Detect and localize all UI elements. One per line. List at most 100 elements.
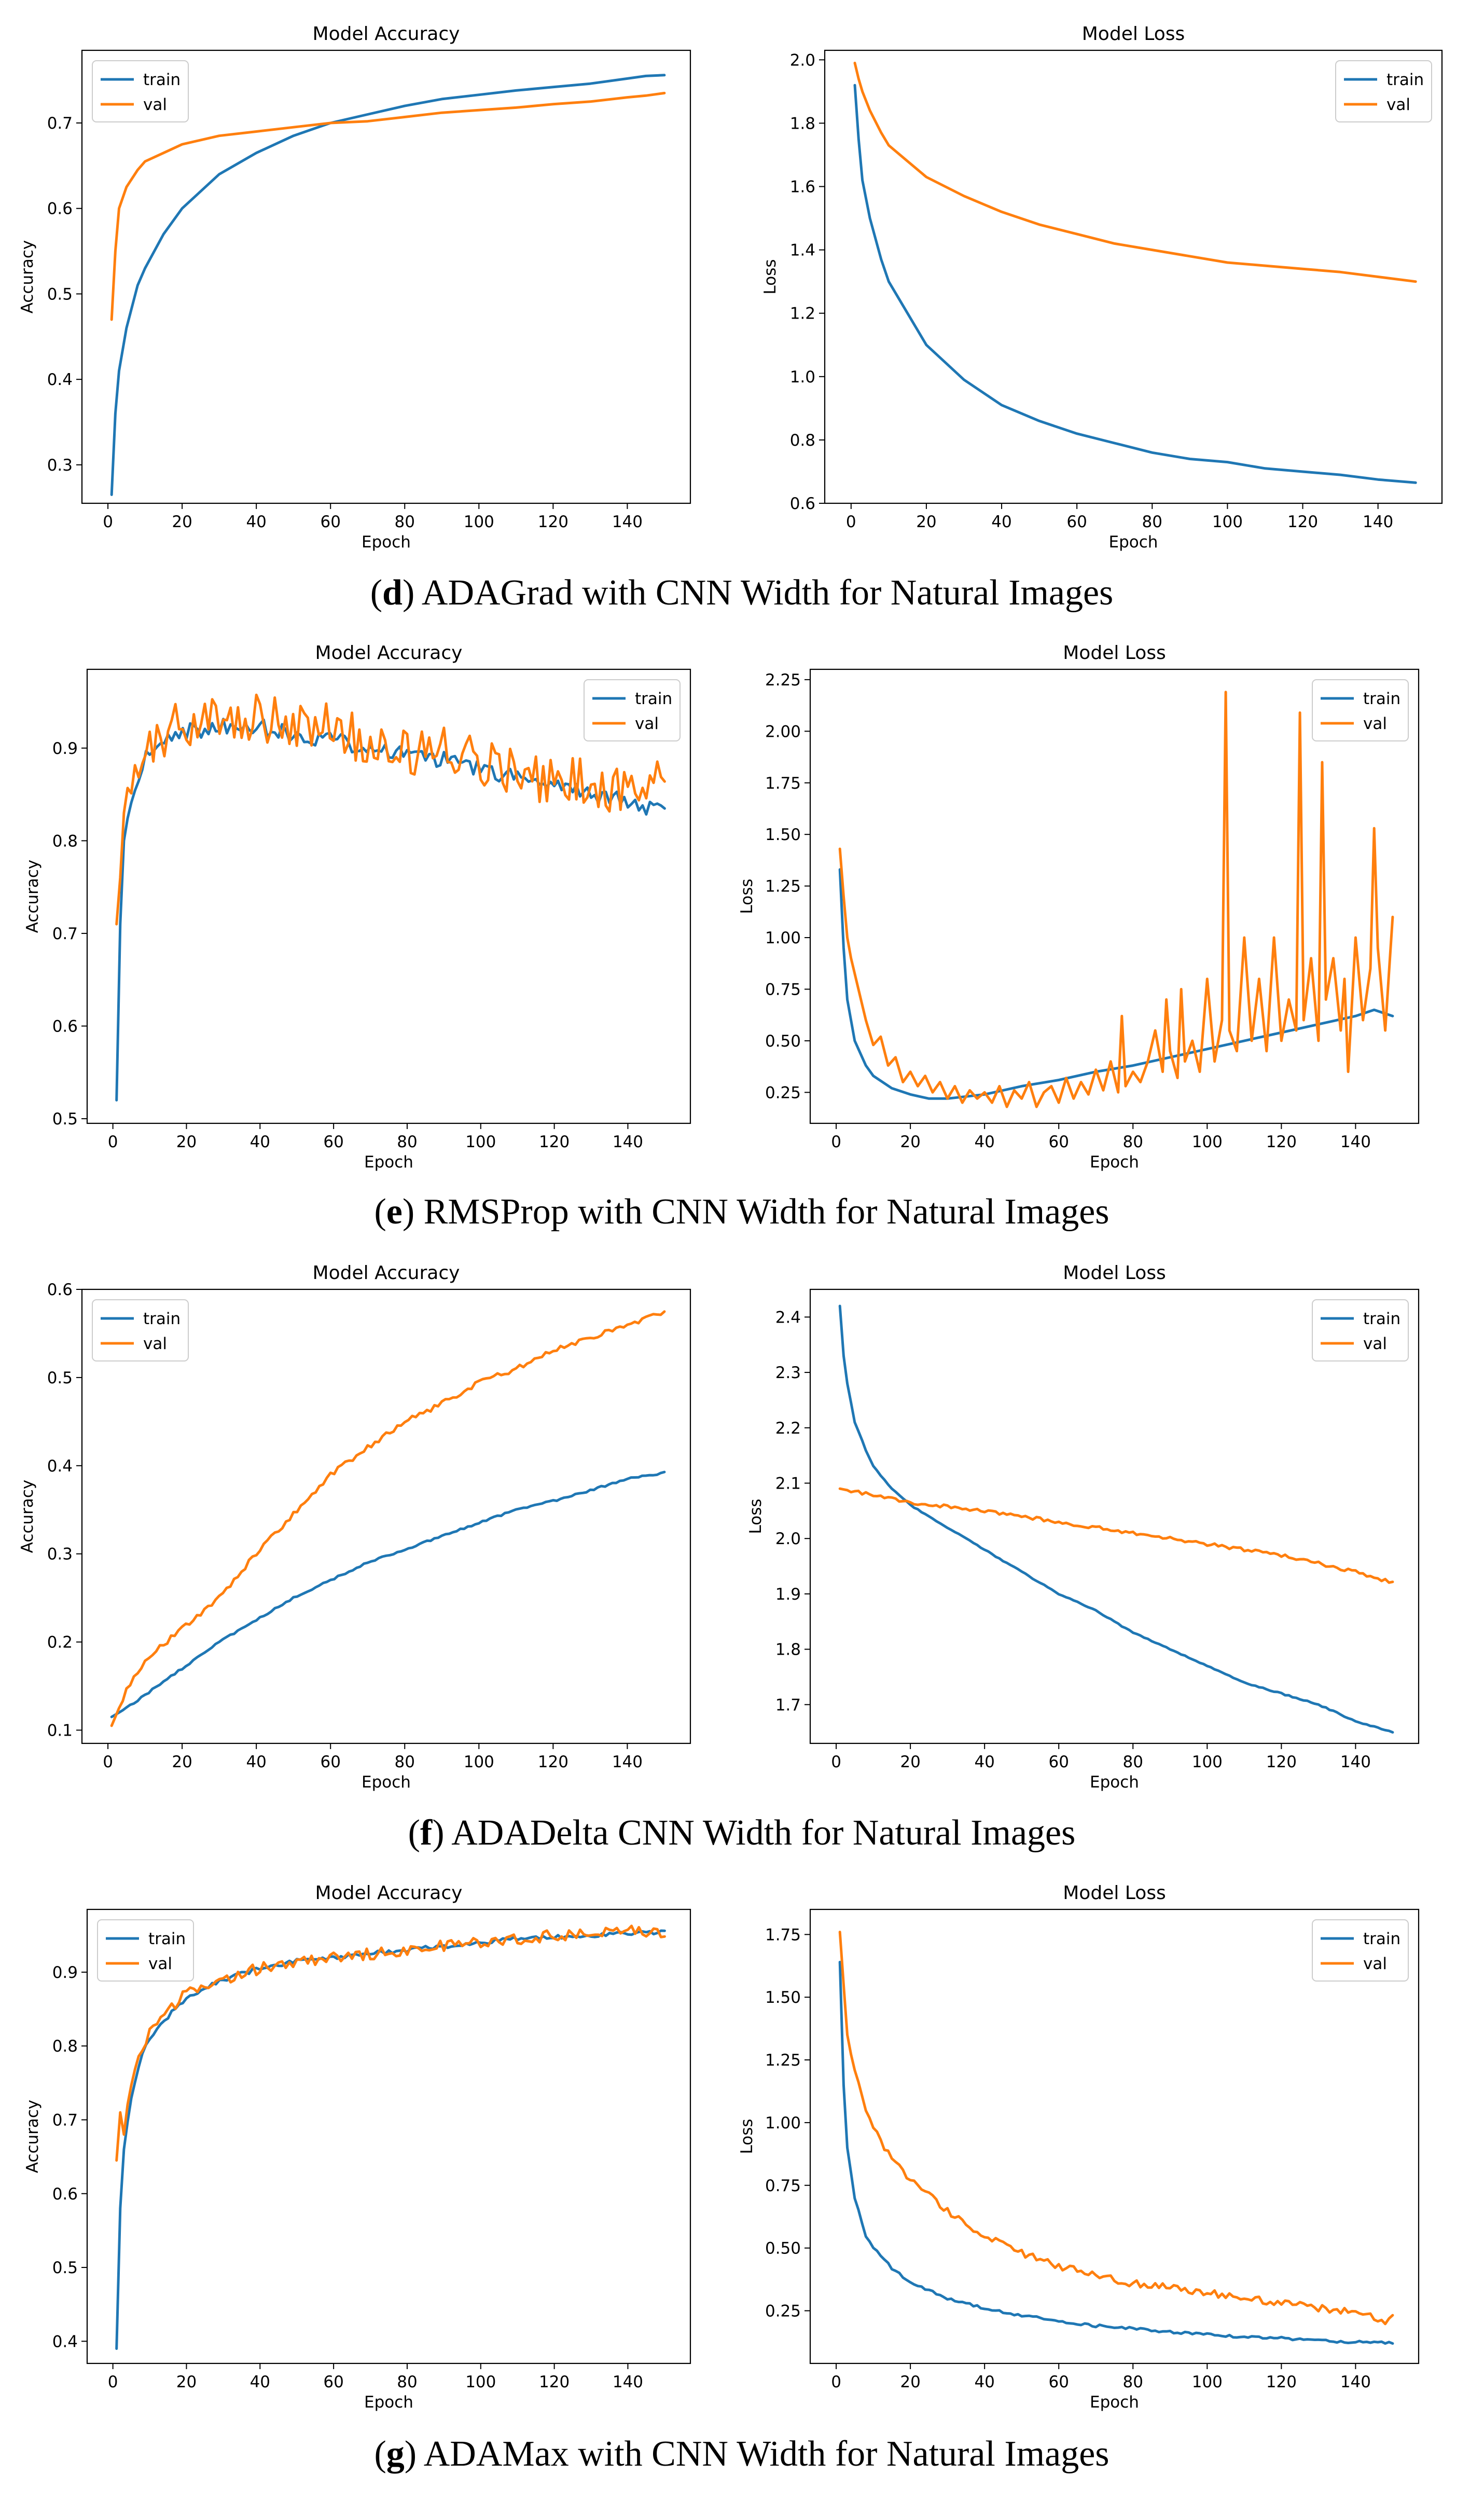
chart-title: Model Loss <box>1063 642 1166 664</box>
y-axis-label: Accuracy <box>18 240 37 314</box>
legend-label-val: val <box>143 1335 167 1353</box>
series-line-train <box>838 868 1394 1100</box>
x-tick-label: 140 <box>613 2373 643 2391</box>
x-tick-label: 20 <box>900 1133 920 1151</box>
legend-label-val: val <box>635 714 659 733</box>
chart-f-loss: Model Loss 0 20 40 60 80 100 120 140 1.7 1.8 1.9 2.0… <box>746 1262 1420 1792</box>
y-tick-label: 1.00 <box>765 2114 801 2133</box>
x-tick-label: 60 <box>1048 1133 1069 1151</box>
legend-label-train: train <box>1363 1310 1400 1328</box>
caption-letter: d <box>382 573 403 613</box>
series-line-val <box>838 1931 1394 2326</box>
axes-frame <box>86 1908 691 2364</box>
y-tick-label: 0.6 <box>52 1017 78 1036</box>
axes-frame <box>809 1908 1420 2364</box>
series-line-val <box>838 1487 1394 1584</box>
x-tick-label: 0 <box>108 2373 118 2391</box>
figure-caption-f: (f) ADADelta CNN Width for Natural Image… <box>408 1813 1076 1853</box>
chart-title: Model Accuracy <box>315 642 463 664</box>
legend-box <box>92 60 189 122</box>
y-tick-label: 0.6 <box>47 200 73 218</box>
x-tick-label: 40 <box>250 2373 270 2391</box>
x-tick-label: 140 <box>612 513 643 531</box>
y-tick-label: 0.7 <box>52 2111 78 2129</box>
legend: train val <box>92 60 189 122</box>
caption-text: ) ADADelta CNN Width for Natural Images <box>432 1813 1075 1853</box>
legend: train val <box>584 679 681 741</box>
legend-label-val: val <box>1363 1955 1387 1973</box>
legend: train val <box>1312 1299 1409 1361</box>
chart-e-loss: Model Loss 0 20 40 60 80 100 120 140 0.25 0.50 0.75… <box>738 642 1420 1172</box>
chart-title: Model Loss <box>1063 1262 1166 1284</box>
x-tick-label: 120 <box>1287 513 1318 531</box>
chart-d-loss: Model Loss 0 20 40 60 80 100 120 140 0.6 0.8 1.0 1.2… <box>761 23 1443 552</box>
legend-label-train: train <box>1363 1930 1400 1948</box>
x-tick-label: 0 <box>103 513 113 531</box>
x-tick-label: 20 <box>176 1133 197 1151</box>
y-tick-label: 1.6 <box>790 178 815 197</box>
y-tick-label: 1.7 <box>775 1696 801 1714</box>
y-tick-label: 0.7 <box>47 114 73 133</box>
x-tick-label: 60 <box>1048 2373 1069 2391</box>
y-tick-label: 2.4 <box>775 1308 801 1327</box>
y-tick-label: 0.5 <box>52 1110 78 1129</box>
y-tick-label: 1.8 <box>790 114 815 133</box>
x-tick-label: 60 <box>1066 513 1087 531</box>
y-axis-label: Loss <box>738 2119 756 2154</box>
x-tick-label: 20 <box>916 513 936 531</box>
chart-f-acc: Model Accuracy 0 20 40 60 80 100 120 140 0.1 0.2 0.… <box>18 1262 691 1792</box>
legend-label-train: train <box>148 1930 186 1948</box>
x-tick-label: 20 <box>172 1753 192 1771</box>
y-tick-label: 2.2 <box>775 1419 801 1438</box>
y-tick-label: 0.75 <box>765 2177 801 2195</box>
legend: train val <box>92 1299 189 1361</box>
y-tick-label: 2.3 <box>775 1364 801 1382</box>
legend-label-val: val <box>148 1955 172 1973</box>
x-tick-label: 20 <box>900 1753 920 1771</box>
x-tick-label: 80 <box>1123 1753 1143 1771</box>
y-tick-label: 2.0 <box>790 51 815 70</box>
caption-letter: e <box>386 1192 403 1232</box>
chart-title: Model Accuracy <box>313 23 460 45</box>
x-tick-label: 80 <box>1123 1133 1143 1151</box>
y-tick-label: 0.8 <box>52 2037 78 2056</box>
axes-frame <box>809 1288 1420 1744</box>
y-tick-label: 1.25 <box>765 2051 801 2070</box>
legend-label-val: val <box>1363 714 1387 733</box>
x-tick-label: 20 <box>172 513 192 531</box>
y-tick-label: 1.0 <box>790 368 815 387</box>
y-tick-label: 1.2 <box>790 305 815 323</box>
caption-paren: ( <box>370 573 382 613</box>
caption-letter: g <box>386 2434 405 2474</box>
y-tick-label: 0.5 <box>52 2259 78 2277</box>
x-tick-label: 40 <box>974 1133 994 1151</box>
x-tick-label: 60 <box>323 2373 343 2391</box>
legend: train val <box>1312 679 1409 741</box>
figure-caption-d: (d) ADAGrad with CNN Width for Natural I… <box>370 573 1114 613</box>
y-tick-label: 1.50 <box>765 826 801 844</box>
x-tick-label: 40 <box>246 1753 266 1771</box>
axes-frame <box>81 1288 691 1744</box>
x-tick-label: 40 <box>991 513 1011 531</box>
y-tick-label: 1.75 <box>765 774 801 793</box>
legend-label-val: val <box>1386 95 1410 114</box>
y-tick-label: 1.8 <box>775 1641 801 1659</box>
series-line-train <box>110 1470 666 1718</box>
figure-caption-g: (g) ADAMax with CNN Width for Natural Im… <box>374 2434 1109 2474</box>
x-tick-label: 100 <box>1192 1753 1223 1771</box>
x-tick-label: 80 <box>397 2373 417 2391</box>
y-tick-label: 2.0 <box>775 1530 801 1548</box>
chart-d-acc: Model Accuracy 0 20 40 60 80 100 120 140 0.3 0.4 0.… <box>18 23 691 552</box>
x-axis-label: Epoch <box>364 2393 413 2412</box>
x-tick-label: 0 <box>831 2373 841 2391</box>
caption-text: ) ADAMax with CNN Width for Natural Imag… <box>405 2434 1109 2474</box>
series-line-val <box>110 91 666 321</box>
y-tick-label: 0.5 <box>47 1369 73 1387</box>
y-tick-label: 0.3 <box>47 456 73 475</box>
y-tick-label: 1.9 <box>775 1585 801 1604</box>
y-tick-label: 0.8 <box>790 431 815 450</box>
x-tick-label: 100 <box>1212 513 1243 531</box>
y-tick-label: 0.4 <box>47 370 73 389</box>
y-axis-label: Loss <box>738 879 756 914</box>
caption-paren: ( <box>374 2434 386 2474</box>
